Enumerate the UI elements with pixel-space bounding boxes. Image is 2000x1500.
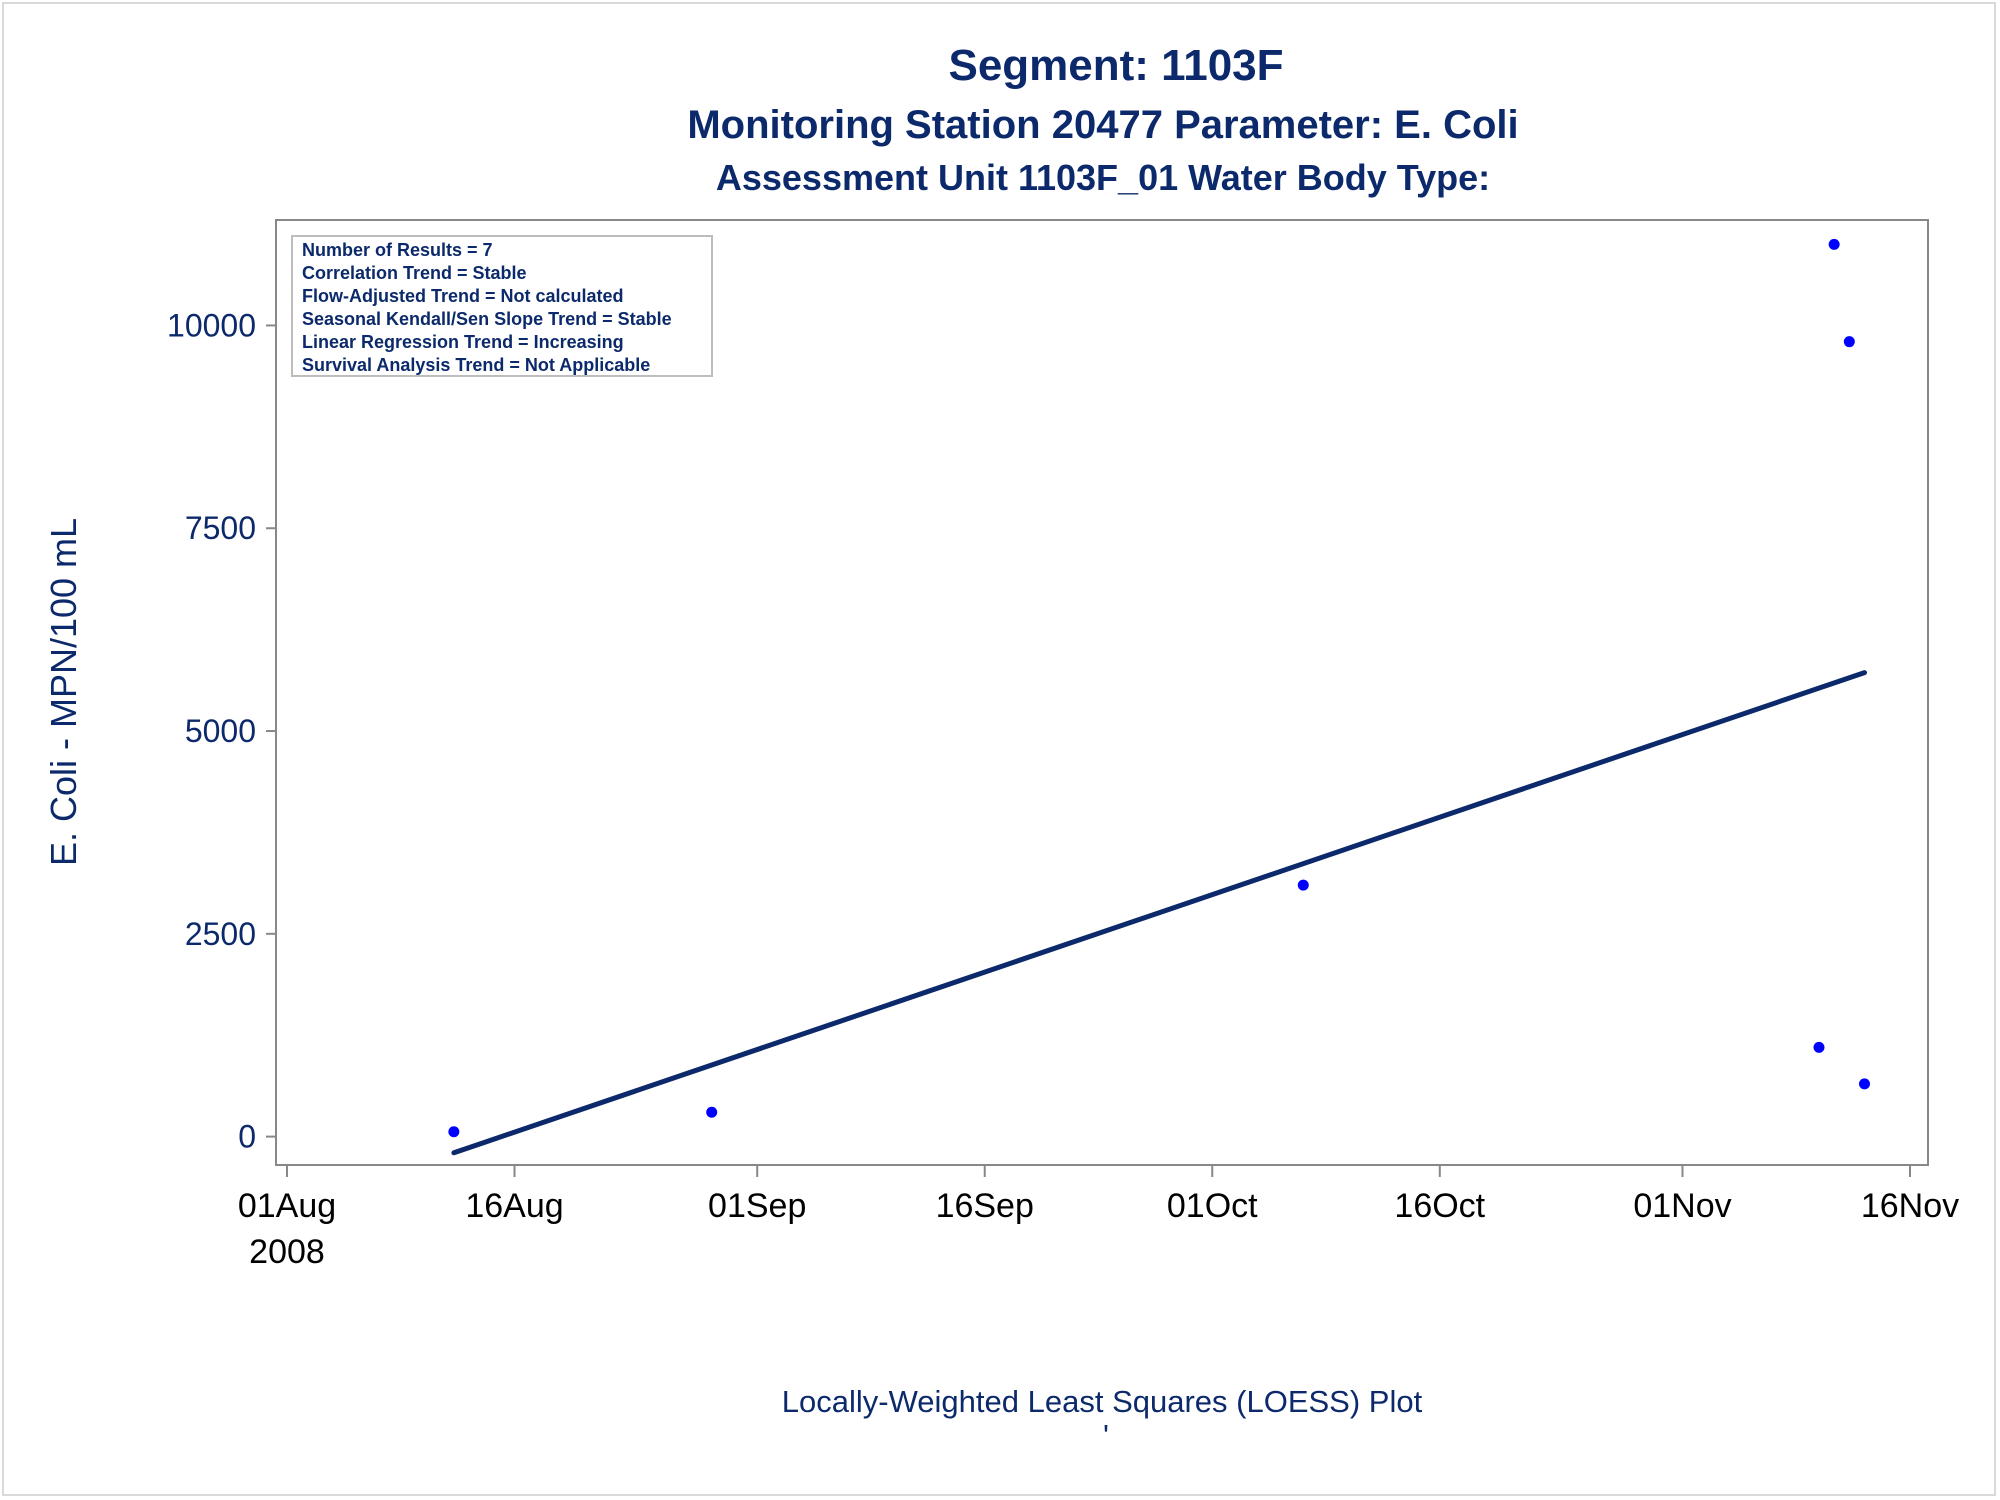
- stats-line-survival: Survival Analysis Trend = Not Applicable: [302, 355, 650, 375]
- stats-line-results: Number of Results = 7: [302, 240, 493, 260]
- x-tick-label: 16Oct: [1394, 1187, 1485, 1225]
- y-tick-label: 0: [238, 1119, 256, 1155]
- data-point: [1858, 1078, 1870, 1090]
- x-tick-label: 16Sep: [936, 1187, 1034, 1225]
- chart-subtitle-assessment: Assessment Unit 1103F_01 Water Body Type…: [716, 157, 1490, 198]
- y-axis-label: E. Coli - MPN/100 mL: [43, 518, 84, 866]
- data-point: [706, 1106, 718, 1118]
- data-point: [448, 1126, 460, 1138]
- stats-line-seasonal-kendall: Seasonal Kendall/Sen Slope Trend = Stabl…: [302, 309, 672, 329]
- data-point: [1843, 336, 1855, 348]
- y-tick-label: 2500: [185, 916, 256, 952]
- stats-line-flow-adjusted: Flow-Adjusted Trend = Not calculated: [302, 286, 624, 306]
- plot-area-frame: [275, 219, 1929, 1166]
- footnote-text: Locally-Weighted Least Squares (LOESS) P…: [782, 1384, 1423, 1419]
- y-axis: 0 2500 5000 7500 10000: [167, 307, 276, 1155]
- x-tick-label: 01Oct: [1167, 1187, 1258, 1225]
- data-point: [1297, 879, 1309, 891]
- x-tick-label: 16Aug: [465, 1187, 563, 1225]
- x-tick-label: 01Sep: [708, 1187, 806, 1225]
- x-tick-sublabel: 2008: [249, 1233, 325, 1271]
- x-axis: 01Aug 2008 16Aug 01Sep 16Sep 01Oct 16Oct 01Nov 1…: [238, 1165, 1959, 1271]
- y-tick-label: 5000: [185, 713, 256, 749]
- stats-box: Number of Results = 7 Correlation Trend …: [291, 235, 713, 377]
- chart-subtitle-station: Monitoring Station 20477 Parameter: E. C…: [687, 103, 1518, 147]
- y-tick-label: 10000: [167, 307, 256, 343]
- chart-title: Segment: 1103F: [948, 41, 1283, 90]
- x-tick-label: 01Nov: [1633, 1187, 1731, 1225]
- x-tick-label: 16Nov: [1861, 1187, 1959, 1225]
- data-point: [1813, 1041, 1825, 1053]
- data-point: [1828, 238, 1840, 250]
- footnote-mark: ': [1103, 1418, 1109, 1453]
- stats-line-linear-regression: Linear Regression Trend = Increasing: [302, 332, 624, 352]
- stats-line-correlation: Correlation Trend = Stable: [302, 263, 527, 283]
- stats-box-frame: [291, 235, 713, 377]
- x-tick-label: 01Aug: [238, 1187, 336, 1225]
- loess-line: [451, 670, 1867, 1156]
- series-layer: [448, 238, 1870, 1156]
- y-tick-label: 7500: [185, 510, 256, 546]
